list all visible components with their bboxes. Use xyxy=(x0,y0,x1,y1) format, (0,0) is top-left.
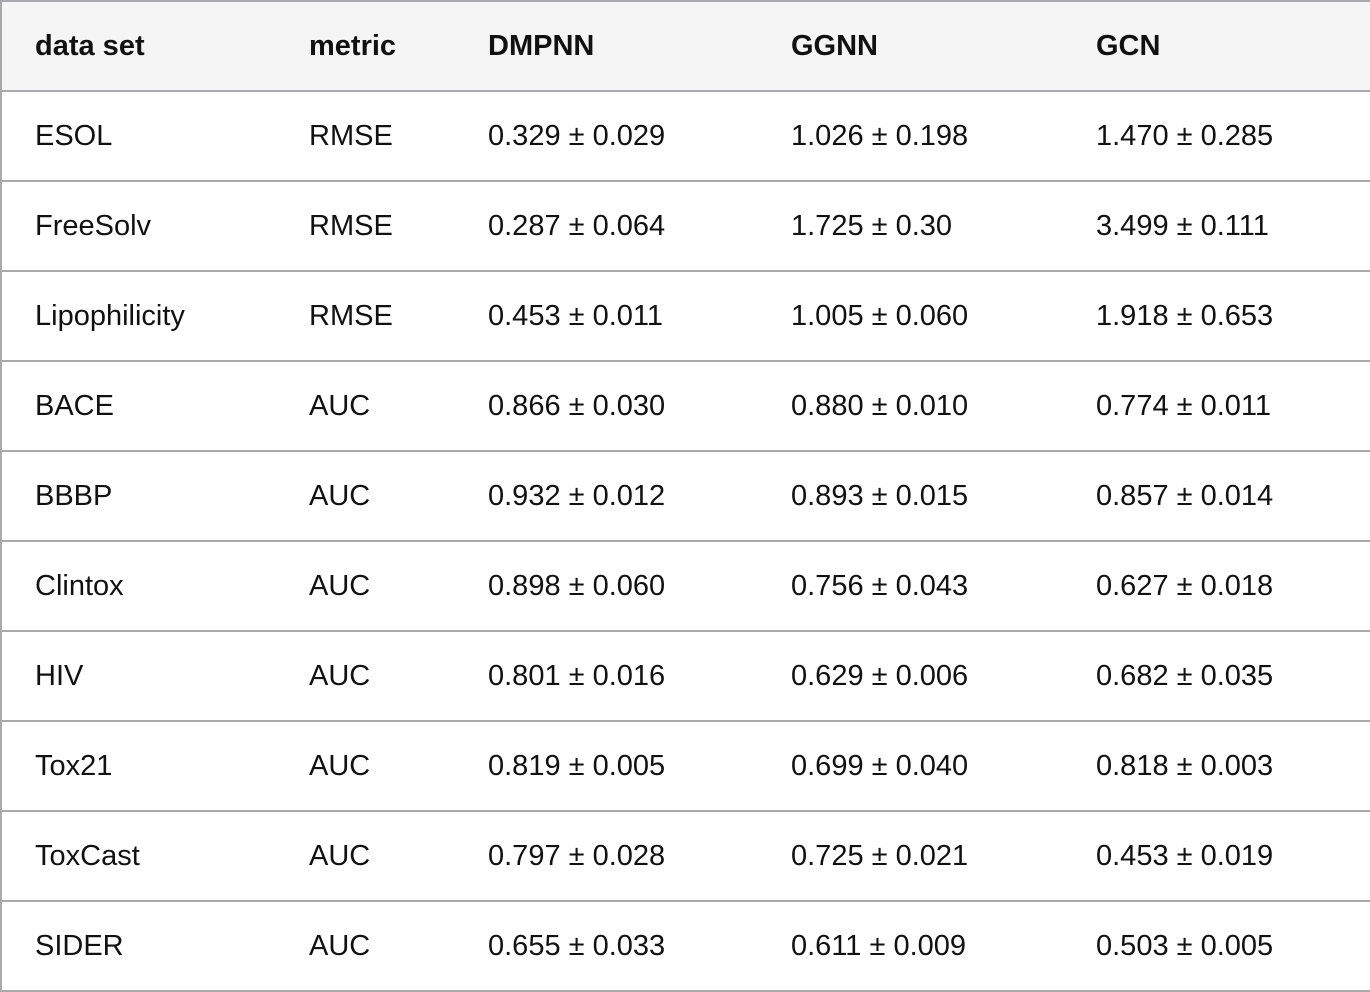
cell-ggnn: 0.756 ± 0.043 xyxy=(791,540,1096,632)
cell-dataset: Clintox xyxy=(1,540,309,632)
cell-gcn: 0.774 ± 0.011 xyxy=(1096,360,1370,452)
cell-dataset: HIV xyxy=(1,630,309,722)
table-header: data set metric DMPNN GGNN GCN xyxy=(1,0,1370,92)
table-row: BBBP AUC 0.932 ± 0.012 0.893 ± 0.015 0.857 ±… xyxy=(1,450,1370,542)
cell-dmpnn: 0.287 ± 0.064 xyxy=(488,180,791,272)
cell-metric: RMSE xyxy=(309,270,488,362)
table-row: ToxCast AUC 0.797 ± 0.028 0.725 ± 0.021 0.45… xyxy=(1,810,1370,902)
header-cell-metric: metric xyxy=(309,0,488,92)
cell-metric: AUC xyxy=(309,630,488,722)
cell-dataset: BACE xyxy=(1,360,309,452)
cell-ggnn: 1.026 ± 0.198 xyxy=(791,90,1096,182)
header-cell-dataset: data set xyxy=(1,0,309,92)
cell-ggnn: 0.611 ± 0.009 xyxy=(791,900,1096,992)
cell-metric: AUC xyxy=(309,540,488,632)
cell-dataset: Tox21 xyxy=(1,720,309,812)
header-cell-dmpnn: DMPNN xyxy=(488,0,791,92)
cell-gcn: 0.503 ± 0.005 xyxy=(1096,900,1370,992)
cell-ggnn: 1.005 ± 0.060 xyxy=(791,270,1096,362)
cell-metric: AUC xyxy=(309,450,488,542)
cell-dataset: SIDER xyxy=(1,900,309,992)
cell-dmpnn: 0.797 ± 0.028 xyxy=(488,810,791,902)
table-row: Clintox AUC 0.898 ± 0.060 0.756 ± 0.043 0.62… xyxy=(1,540,1370,632)
cell-metric: AUC xyxy=(309,720,488,812)
cell-ggnn: 0.725 ± 0.021 xyxy=(791,810,1096,902)
cell-dmpnn: 0.866 ± 0.030 xyxy=(488,360,791,452)
cell-gcn: 1.470 ± 0.285 xyxy=(1096,90,1370,182)
cell-ggnn: 1.725 ± 0.30 xyxy=(791,180,1096,272)
cell-metric: AUC xyxy=(309,810,488,902)
cell-gcn: 0.627 ± 0.018 xyxy=(1096,540,1370,632)
cell-ggnn: 0.893 ± 0.015 xyxy=(791,450,1096,542)
cell-ggnn: 0.699 ± 0.040 xyxy=(791,720,1096,812)
cell-dmpnn: 0.819 ± 0.005 xyxy=(488,720,791,812)
table-row: Tox21 AUC 0.819 ± 0.005 0.699 ± 0.040 0.818 … xyxy=(1,720,1370,812)
cell-ggnn: 0.880 ± 0.010 xyxy=(791,360,1096,452)
cell-dmpnn: 0.453 ± 0.011 xyxy=(488,270,791,362)
cell-dmpnn: 0.329 ± 0.029 xyxy=(488,90,791,182)
cell-metric: AUC xyxy=(309,900,488,992)
table-body: ESOL RMSE 0.329 ± 0.029 1.026 ± 0.198 1.470 … xyxy=(1,90,1370,992)
cell-dmpnn: 0.801 ± 0.016 xyxy=(488,630,791,722)
table-row: HIV AUC 0.801 ± 0.016 0.629 ± 0.006 0.682 ± … xyxy=(1,630,1370,722)
table-row: BACE AUC 0.866 ± 0.030 0.880 ± 0.010 0.774 ±… xyxy=(1,360,1370,452)
cell-gcn: 0.818 ± 0.003 xyxy=(1096,720,1370,812)
cell-dataset: Lipophilicity xyxy=(1,270,309,362)
cell-dmpnn: 0.932 ± 0.012 xyxy=(488,450,791,542)
cell-gcn: 0.857 ± 0.014 xyxy=(1096,450,1370,542)
header-cell-gcn: GCN xyxy=(1096,0,1370,92)
cell-metric: RMSE xyxy=(309,180,488,272)
cell-dataset: BBBP xyxy=(1,450,309,542)
cell-dataset: ESOL xyxy=(1,90,309,182)
header-cell-ggnn: GGNN xyxy=(791,0,1096,92)
table-row: SIDER AUC 0.655 ± 0.033 0.611 ± 0.009 0.503 … xyxy=(1,900,1370,992)
cell-dmpnn: 0.655 ± 0.033 xyxy=(488,900,791,992)
cell-gcn: 0.453 ± 0.019 xyxy=(1096,810,1370,902)
cell-gcn: 0.682 ± 0.035 xyxy=(1096,630,1370,722)
cell-ggnn: 0.629 ± 0.006 xyxy=(791,630,1096,722)
cell-gcn: 1.918 ± 0.653 xyxy=(1096,270,1370,362)
cell-metric: AUC xyxy=(309,360,488,452)
cell-metric: RMSE xyxy=(309,90,488,182)
table-row: ESOL RMSE 0.329 ± 0.029 1.026 ± 0.198 1.470 … xyxy=(1,90,1370,182)
cell-dmpnn: 0.898 ± 0.060 xyxy=(488,540,791,632)
header-row: data set metric DMPNN GGNN GCN xyxy=(1,0,1370,92)
cell-gcn: 3.499 ± 0.111 xyxy=(1096,180,1370,272)
cell-dataset: ToxCast xyxy=(1,810,309,902)
cell-dataset: FreeSolv xyxy=(1,180,309,272)
table-row: FreeSolv RMSE 0.287 ± 0.064 1.725 ± 0.30 3.4… xyxy=(1,180,1370,272)
table-row: Lipophilicity RMSE 0.453 ± 0.011 1.005 ± 0.… xyxy=(1,270,1370,362)
